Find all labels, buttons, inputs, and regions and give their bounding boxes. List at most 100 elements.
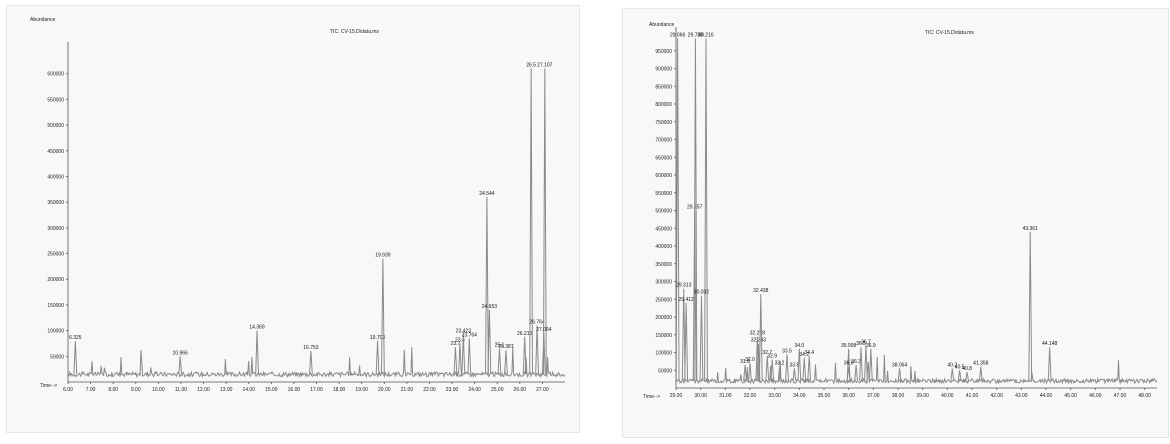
x-tick-label: 43.00 [1015, 393, 1028, 399]
peak-label: 29.412 [679, 297, 695, 303]
y-tick-label: 250000 [47, 252, 64, 258]
peak-label: 34.2 [799, 352, 809, 358]
chart-title: TIC: CV-15.D\data.ms [925, 30, 974, 36]
peak-label: 23.7 [451, 341, 461, 347]
peak-label: 29.788 [688, 32, 704, 38]
peak-label: 36.9 [866, 343, 876, 349]
x-tick-label: 40.00 [941, 393, 954, 399]
x-tick-label: 33.00 [768, 393, 781, 399]
peak [1028, 231, 1033, 381]
peak [802, 357, 807, 381]
y-tick-label: 50000 [50, 354, 64, 360]
x-tick-label: 45.00 [1064, 393, 1077, 399]
peak-label: 33.5 [782, 348, 792, 354]
x-tick-label: 38.00 [892, 393, 905, 399]
chromatogram-chart-2: TIC: CV-15.D\data.ms Abundance Time--> 5000… [643, 22, 1158, 400]
peak-label: 32.438 [753, 288, 769, 294]
chart-title: TIC: CV-15.D\data.ms [330, 29, 379, 35]
y-tick-label: 600000 [47, 72, 64, 78]
peak [504, 350, 508, 375]
peak-label: 26.215 [517, 331, 533, 337]
peak [699, 295, 704, 381]
y-tick-label: 350000 [47, 200, 64, 206]
y-tick-label: 300000 [47, 226, 64, 232]
peak-label: 16.753 [303, 345, 319, 351]
peak [542, 68, 547, 375]
peak-label: 25.1 [495, 343, 505, 349]
peak [743, 364, 747, 381]
peak-label: 6.325 [69, 335, 82, 341]
peak-label: 38.064 [892, 362, 908, 368]
peak-label: 24.653 [482, 304, 498, 310]
peak [770, 359, 775, 381]
peak-label: 14.369 [249, 325, 265, 331]
peak [681, 288, 686, 381]
peak-label: 23.423 [456, 329, 472, 335]
y-tick-label: 650000 [655, 155, 672, 161]
y-tick-label: 600000 [655, 173, 672, 179]
peak-label: 30.216 [698, 32, 714, 38]
peak [777, 366, 782, 381]
peak-label: 19.939 [375, 253, 391, 259]
peak-label: 23.764 [462, 332, 478, 338]
baseline-trace [67, 346, 566, 379]
x-tick-label: 31.00 [719, 393, 732, 399]
peak [529, 68, 534, 375]
y-tick-label: 850000 [655, 84, 672, 90]
peak [859, 347, 863, 381]
peak-label: 27.107 [537, 63, 553, 69]
y-tick-label: 550000 [655, 191, 672, 197]
y-tick-label: 950000 [655, 49, 672, 55]
peak-label: 29.313 [676, 283, 692, 289]
x-tick-label: 30.00 [694, 393, 707, 399]
peak-label: 40.2 [947, 362, 957, 368]
peak [864, 345, 868, 381]
peak [380, 258, 385, 375]
peak-label: 29.066 [670, 32, 686, 38]
x-tick-label: 19.00 [355, 387, 368, 393]
peak [957, 370, 962, 381]
peak-label: 24.544 [479, 191, 495, 197]
y-tick-label: 250000 [655, 297, 672, 303]
chromatogram-panel-2: TIC: CV-15.D\data.ms Abundance Time--> 5000… [585, 0, 1170, 444]
x-axis-label: Time--> [643, 394, 660, 400]
peak [497, 348, 502, 375]
y-tick-label: 800000 [655, 102, 672, 108]
peak-label: 32.7 [762, 350, 772, 356]
peak-label: 36.3 [851, 359, 861, 365]
peak-label: 34.4 [804, 350, 814, 356]
x-tick-label: 29.00 [670, 393, 683, 399]
x-tick-label: 6.00 [63, 387, 73, 393]
y-tick-label: 150000 [655, 333, 672, 339]
peak-label: 32.343 [751, 338, 767, 344]
peak [541, 333, 546, 375]
x-tick-label: 21.00 [401, 387, 414, 393]
y-tick-label: 700000 [655, 138, 672, 144]
x-tick-label: 7.00 [86, 387, 96, 393]
peak-label: 35.998 [841, 343, 857, 349]
y-tick-label: 150000 [47, 303, 64, 309]
x-tick-label: 11.00 [175, 387, 187, 393]
peak-label: 41.358 [973, 361, 989, 367]
peak [807, 356, 812, 381]
x-tick-label: 23.00 [446, 387, 459, 393]
peak-label: 36.5 [856, 341, 866, 347]
chart-paper [622, 8, 1169, 438]
peak [309, 351, 313, 375]
y-tick-label: 500000 [47, 123, 64, 129]
peak [868, 348, 873, 381]
x-tick-label: 26.00 [514, 387, 527, 393]
peak [1047, 347, 1052, 381]
peak [978, 366, 983, 381]
peak-label: 32.0 [745, 357, 755, 363]
peak-label: 44.148 [1042, 341, 1058, 347]
peak [693, 38, 698, 381]
x-tick-label: 44.00 [1040, 393, 1053, 399]
y-axis-label: Abundance [30, 17, 56, 23]
peak [487, 310, 492, 375]
x-tick-label: 24.00 [468, 387, 481, 393]
peak [965, 371, 969, 381]
peak [765, 356, 770, 381]
peak [785, 354, 789, 381]
x-tick-label: 17.00 [310, 387, 323, 393]
